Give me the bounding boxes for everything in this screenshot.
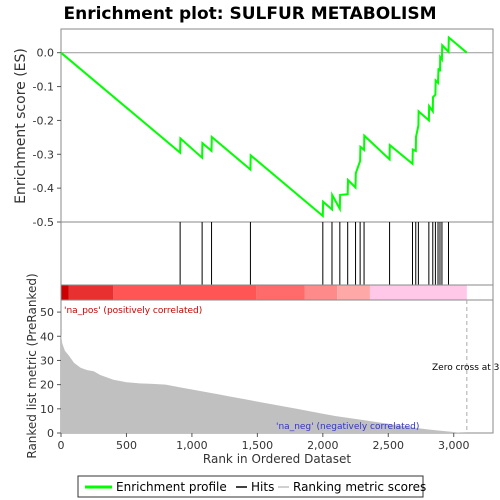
positive-correlation-label: 'na_pos' (positively correlated)	[64, 306, 202, 316]
ranked-list-panel: 0 10 20 30 40 50 'na_pos' (positively correla…	[25, 273, 499, 458]
zero-cross-label: Zero cross at 3	[432, 363, 499, 373]
hit-markers	[179, 222, 449, 285]
x-tick-label: 1,000	[176, 439, 208, 452]
x-tick-label: 2,000	[307, 439, 339, 452]
color-bar-segment	[369, 285, 467, 300]
x-axis: 0 500 1,000 1,500 2,000 2,500 3,000	[58, 433, 470, 452]
color-bar-segment	[113, 285, 257, 300]
es-y-tick-label: -0.4	[33, 182, 54, 195]
es-y-tick-label: -0.1	[33, 81, 54, 94]
ranked-y-tick-label: 20	[40, 379, 54, 392]
enrichment-profile-line	[60, 35, 468, 219]
ranked-y-tick-label: 0	[47, 427, 54, 440]
legend-ranking-label: Ranking metric scores	[293, 480, 426, 494]
negative-correlation-label: 'na_neg' (negatively correlated)	[276, 422, 419, 432]
ranked-y-axis-title: Ranked list metric (PreRanked)	[25, 273, 39, 458]
color-bar-segment	[256, 285, 305, 300]
color-bar-segment	[68, 285, 114, 300]
es-y-axis: 0.0 -0.1 -0.2 -0.3 -0.4 -0.5	[33, 47, 61, 229]
legend: Enrichment profile Hits Ranking metric s…	[77, 475, 426, 498]
ranked-y-tick-label: 40	[40, 330, 54, 343]
x-tick-label: 3,000	[438, 439, 470, 452]
legend-box	[77, 475, 424, 498]
ranking-metric-area	[61, 333, 467, 433]
color-bar-segment	[304, 285, 338, 300]
color-bar-segment	[61, 285, 69, 300]
es-panel: 0.0 -0.1 -0.2 -0.3 -0.4 -0.5 Enrichment score…	[13, 28, 494, 229]
x-tick-label: 1,500	[242, 439, 274, 452]
chart-title: Enrichment plot: SULFUR METABOLISM	[63, 4, 436, 24]
es-y-tick-label: 0.0	[37, 47, 55, 60]
x-tick-label: 2,500	[373, 439, 405, 452]
x-tick-label: 500	[116, 439, 137, 452]
ranked-y-tick-label: 50	[40, 306, 54, 319]
legend-enrichment-label: Enrichment profile	[116, 480, 227, 494]
es-y-tick-label: -0.2	[33, 114, 54, 127]
es-y-axis-title: Enrichment score (ES)	[13, 48, 29, 204]
rank-color-bar	[61, 285, 467, 300]
es-y-tick-label: -0.5	[33, 216, 54, 229]
hits-panel-frame	[60, 221, 494, 286]
ranked-y-tick-label: 30	[40, 354, 54, 367]
es-panel-frame	[60, 28, 494, 223]
legend-hits-label: Hits	[251, 480, 274, 494]
ranked-y-axis: 0 10 20 30 40 50	[40, 306, 61, 440]
ranked-y-tick-label: 10	[40, 403, 54, 416]
color-bar-segment	[337, 285, 370, 300]
hits-panel	[60, 221, 494, 286]
es-y-tick-label: -0.3	[33, 148, 54, 161]
x-tick-label: 0	[58, 439, 65, 452]
x-axis-title: Rank in Ordered Dataset	[203, 452, 351, 466]
